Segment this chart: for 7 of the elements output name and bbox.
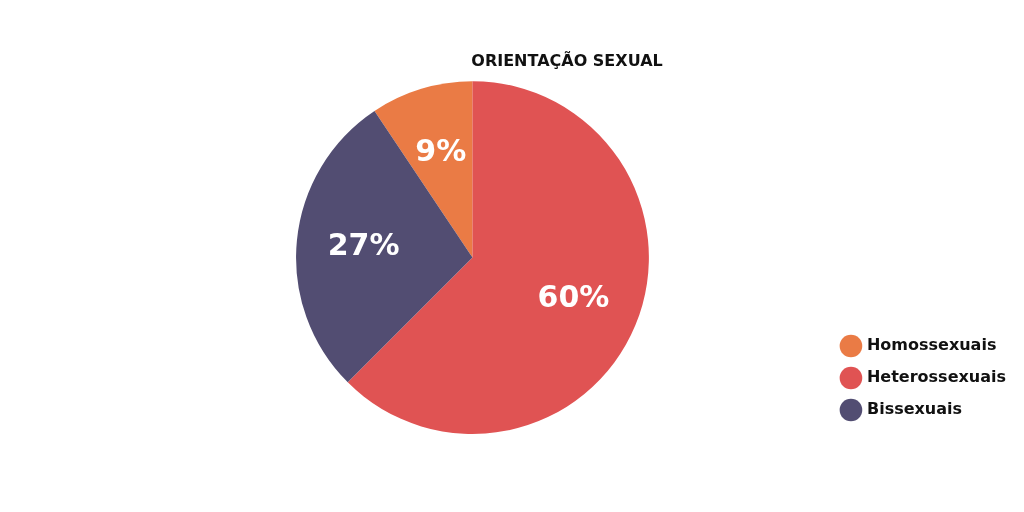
legend-label: Heterossexuais — [866, 367, 1007, 387]
data-label: 9% — [415, 132, 467, 168]
legend-label: Bissexuais — [866, 399, 963, 419]
chart-title: ORIENTAÇÃO SEXUAL — [471, 50, 663, 70]
data-label: 60% — [537, 279, 610, 315]
data-label: 27% — [327, 226, 400, 262]
legend-label: Homossexuais — [866, 335, 997, 355]
